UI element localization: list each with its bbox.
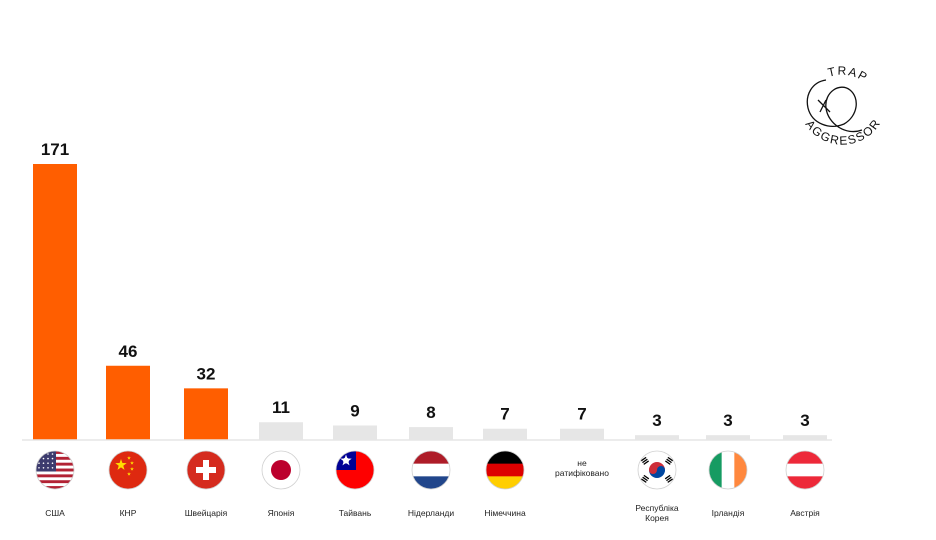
value-label: 46 — [119, 342, 138, 361]
category-label: Німеччина — [484, 508, 526, 518]
value-label: 3 — [723, 411, 732, 430]
bar-11 — [783, 435, 827, 440]
germany-flag-icon — [485, 450, 525, 490]
trap-aggressor-logo: TRAP AGGRESSOR — [803, 64, 884, 148]
china-flag-icon — [108, 450, 148, 490]
value-labels-layer: 171 46 32 11 9 8 7 7 3 3 3 — [41, 140, 810, 430]
bar-3 — [184, 388, 228, 440]
category-label: Тайвань — [339, 508, 372, 518]
bars-layer — [33, 164, 827, 440]
value-label: 7 — [577, 405, 586, 424]
category-label: Нідерланди — [408, 508, 454, 518]
bar-9 — [635, 435, 679, 440]
value-label: 3 — [800, 411, 809, 430]
japan-flag-icon — [261, 450, 301, 490]
category-label: Швейцарія — [185, 508, 228, 518]
category-labels-layer: США КНР Швейцарія Японія Тайвань Нідерланди Ні… — [45, 458, 820, 523]
bar-10 — [706, 435, 750, 440]
south-korea-flag-icon — [637, 450, 677, 490]
category-label: США — [45, 508, 65, 518]
logo-text-bottom: AGGRESSOR — [803, 116, 884, 148]
value-label: 8 — [426, 403, 435, 422]
bar-4 — [259, 422, 303, 440]
bar-7 — [483, 428, 527, 440]
category-label: Республіка Корея — [635, 503, 678, 523]
value-label: 3 — [652, 411, 661, 430]
value-label: 9 — [350, 401, 359, 420]
bar-1 — [33, 164, 77, 440]
value-label: 7 — [500, 405, 509, 424]
category-label: Ірландія — [712, 508, 745, 518]
bar-5 — [333, 425, 377, 440]
category-label: Японія — [268, 508, 295, 518]
ireland-flag-icon — [708, 450, 748, 490]
bar-6 — [409, 427, 453, 440]
bar-2 — [106, 365, 150, 440]
taiwan-flag-icon — [335, 450, 375, 490]
austria-flag-icon — [785, 450, 825, 490]
switzerland-flag-icon — [186, 450, 226, 490]
value-label: 11 — [272, 398, 290, 417]
value-label: 171 — [41, 140, 69, 159]
flags-layer — [35, 450, 825, 490]
bar-8 — [560, 428, 604, 440]
logo-mark-icon — [806, 79, 863, 133]
category-label: КНР — [120, 508, 137, 518]
usa-flag-icon — [35, 450, 75, 490]
netherlands-flag-icon — [411, 450, 451, 490]
value-label: 32 — [197, 364, 216, 383]
category-label: Австрія — [790, 508, 820, 518]
category-label: не ратифіковано — [555, 458, 609, 478]
logo-text-top: TRAP — [826, 64, 870, 85]
